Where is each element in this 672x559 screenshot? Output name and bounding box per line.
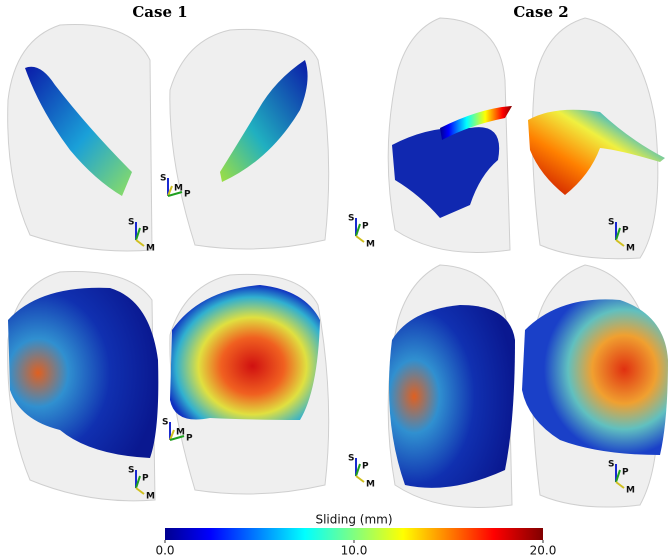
axis-label: M <box>146 492 155 502</box>
colorbar-label: Sliding (mm) <box>315 513 392 527</box>
axis-triad: SMP <box>162 418 193 444</box>
axis-arrow <box>135 475 141 489</box>
axis-label: S <box>348 454 354 464</box>
axis-label: S <box>128 466 134 476</box>
axis-label: M <box>146 244 155 254</box>
axis-arrow <box>135 239 145 247</box>
colorbar-tick-label: 20.0 <box>530 544 557 558</box>
axis-triad: SMP <box>160 174 191 200</box>
case-title: Case 2 <box>513 3 568 21</box>
axis-label: P <box>184 190 191 200</box>
axis-label: S <box>128 218 134 228</box>
axis-label: M <box>366 480 375 490</box>
axis-label: S <box>160 174 166 184</box>
axis-triad: SPM <box>348 214 375 250</box>
colorbar-tick-label: 10.0 <box>341 544 368 558</box>
axis-label: S <box>608 218 614 228</box>
axis-label: P <box>142 474 149 484</box>
axis-arrow <box>169 435 185 441</box>
axis-label: M <box>366 240 375 250</box>
axis-triad: SPM <box>608 460 635 496</box>
axis-label: M <box>174 184 183 194</box>
axis-triad: SPM <box>608 218 635 254</box>
axis-label: P <box>142 226 149 236</box>
axis-label: P <box>186 434 193 444</box>
axis-arrow <box>355 235 365 243</box>
axis-label: P <box>362 462 369 472</box>
axis-arrow <box>135 487 145 495</box>
axis-arrow <box>167 191 183 197</box>
axis-arrow <box>355 223 361 237</box>
axis-label: P <box>622 468 629 478</box>
axis-label: M <box>626 486 635 496</box>
axis-arrow <box>167 185 173 197</box>
axis-label: M <box>176 428 185 438</box>
colorbar <box>165 528 543 540</box>
axis-arrow <box>615 239 625 247</box>
axis-label: S <box>348 214 354 224</box>
axis-label: S <box>162 418 168 428</box>
axis-triad: SPM <box>128 218 155 254</box>
axis-arrow <box>615 481 625 489</box>
axis-arrow <box>355 475 365 483</box>
axis-triad: SPM <box>128 466 155 502</box>
axis-label: S <box>608 460 614 470</box>
axis-triad: SPM <box>348 454 375 490</box>
axis-label: P <box>622 226 629 236</box>
sliding-surfaces <box>8 60 668 488</box>
axis-arrow <box>615 469 621 483</box>
axis-label: P <box>362 222 369 232</box>
axis-arrow <box>615 227 621 241</box>
case-title: Case 1 <box>132 3 187 21</box>
axis-arrow <box>135 227 141 241</box>
axis-arrow <box>169 429 175 441</box>
axis-arrow <box>355 463 361 477</box>
colorbar-tick-label: 0.0 <box>155 544 174 558</box>
axis-label: M <box>626 244 635 254</box>
